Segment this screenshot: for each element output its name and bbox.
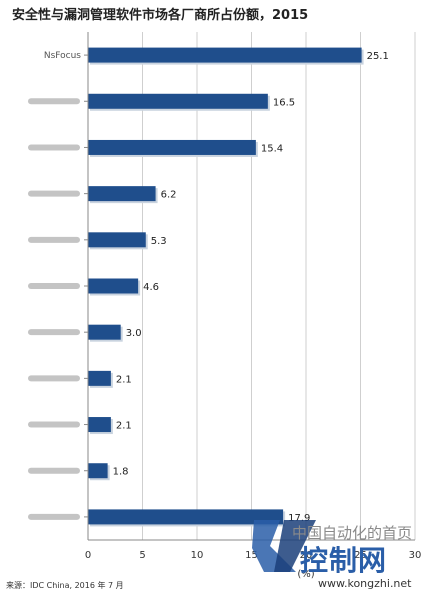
value-label: 15.4 — [261, 143, 283, 154]
value-label: 2.1 — [116, 421, 132, 432]
bar — [88, 278, 139, 294]
bar — [88, 324, 121, 340]
value-label: 16.5 — [273, 97, 295, 108]
x-tick-label: 25 — [354, 550, 367, 561]
category-label-blurred — [28, 283, 80, 289]
category-label: NsFocus — [44, 51, 81, 61]
watermark-url: www.kongzhi.net — [318, 577, 412, 590]
value-label: 6.2 — [161, 190, 177, 201]
bar — [88, 186, 156, 202]
x-tick-label: 30 — [409, 550, 422, 561]
bar — [88, 93, 268, 109]
bar — [88, 463, 108, 479]
watermark-brand: 控制网 — [300, 544, 388, 577]
bar — [88, 47, 362, 63]
x-tick-label: 5 — [139, 550, 145, 561]
bar — [88, 139, 256, 155]
axes: 0 5 10 15 20 25 30 (%) NsFocus — [28, 32, 421, 580]
x-tick-label: 20 — [300, 550, 313, 561]
bar — [88, 417, 111, 433]
watermark-slogan: 中国自动化的首页 — [292, 524, 413, 542]
bar — [88, 509, 284, 525]
chart-title: 安全性与漏洞管理软件市场各厂商所占份额，2015 — [12, 8, 309, 23]
x-tick-label: 15 — [245, 550, 258, 561]
category-label-blurred — [28, 375, 80, 382]
value-label: 1.8 — [113, 467, 129, 478]
x-tick-label: 10 — [191, 550, 204, 561]
bars: 25.1 16.5 15.4 6.2 5.3 4.6 3.0 2.1 2.1 1.8 17.9 — [88, 47, 389, 527]
x-tick-label: 0 — [85, 550, 91, 561]
x-axis-label: (%) — [297, 569, 314, 580]
kongzhi-logo — [250, 514, 320, 580]
bar — [88, 370, 111, 386]
value-label: 25.1 — [367, 51, 389, 62]
value-label: 3.0 — [126, 328, 142, 339]
value-label: 4.6 — [143, 282, 159, 293]
category-label-blurred — [28, 236, 80, 243]
category-label-blurred — [28, 98, 80, 105]
value-label: 2.1 — [116, 374, 132, 385]
bar — [88, 232, 146, 248]
category-label-blurred — [28, 513, 80, 520]
source-note: 来源：IDC China, 2016 年 7 月 — [6, 581, 124, 590]
category-label-blurred — [28, 144, 80, 151]
category-label-blurred — [28, 190, 80, 197]
category-label-blurred — [28, 329, 80, 336]
value-label: 17.9 — [288, 513, 310, 524]
value-label: 5.3 — [151, 236, 167, 247]
category-label-blurred — [28, 467, 80, 474]
category-label-blurred — [28, 421, 80, 428]
grid-lines — [142, 32, 416, 540]
